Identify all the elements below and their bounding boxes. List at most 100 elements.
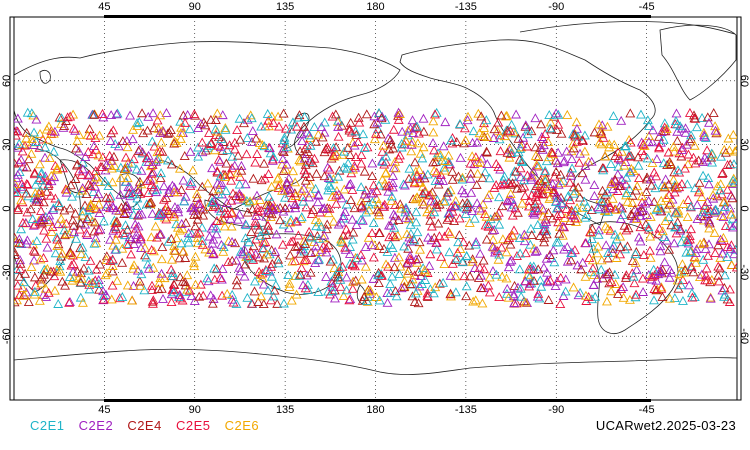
occultation-marker	[712, 191, 723, 201]
occultation-marker	[182, 109, 193, 119]
occultation-marker	[727, 213, 737, 223]
occultation-marker	[156, 209, 167, 219]
occultation-marker	[530, 198, 540, 208]
occultation-marker	[389, 262, 400, 272]
lon-tick-label: 135	[276, 404, 294, 416]
occultation-marker	[665, 158, 676, 168]
occultation-marker	[511, 166, 522, 176]
occultation-marker	[117, 136, 128, 146]
occultation-marker	[579, 130, 590, 140]
occultation-marker	[14, 204, 23, 214]
occultation-marker	[562, 256, 573, 266]
occultation-marker	[513, 282, 523, 292]
occultation-marker	[128, 280, 139, 290]
occultation-marker	[422, 268, 433, 277]
occultation-marker	[367, 197, 378, 207]
lon-tick-label: -135	[455, 1, 477, 13]
occultation-marker	[36, 278, 47, 288]
occultation-marker	[101, 201, 112, 211]
occultation-marker	[535, 230, 545, 240]
occultation-marker	[59, 120, 70, 130]
occultation-marker	[15, 264, 26, 274]
occultation-marker	[698, 238, 709, 248]
occultation-marker	[84, 284, 95, 294]
occultation-marker	[585, 227, 596, 237]
occultation-marker	[266, 181, 277, 191]
occultation-marker	[520, 276, 531, 286]
occultation-marker	[232, 280, 242, 290]
occultation-marker	[42, 242, 53, 252]
occultation-marker	[367, 158, 378, 168]
occultation-marker	[339, 184, 350, 194]
occultation-marker	[470, 152, 481, 162]
occultation-marker	[517, 198, 528, 208]
occultation-marker	[638, 150, 649, 160]
occultation-marker	[161, 201, 172, 211]
occultation-marker	[437, 155, 448, 165]
occultation-marker	[706, 274, 717, 284]
occultation-marker	[186, 291, 197, 301]
occultation-marker	[108, 240, 119, 250]
occultation-marker	[106, 163, 117, 173]
occultation-marker	[148, 295, 159, 305]
occultation-marker	[85, 181, 96, 191]
occultation-marker	[122, 280, 133, 290]
occultation-marker	[488, 133, 499, 142]
occultation-marker	[305, 140, 316, 150]
occultation-marker	[356, 196, 367, 206]
occultation-marker	[176, 127, 186, 137]
occultation-marker	[342, 142, 353, 152]
occultation-marker	[252, 149, 263, 158]
occultation-marker	[659, 118, 670, 128]
occultation-marker	[154, 277, 165, 287]
occultation-marker	[43, 121, 54, 131]
occultation-marker	[248, 254, 259, 264]
occultation-marker	[683, 195, 694, 204]
occultation-marker	[327, 254, 338, 264]
occultation-marker	[151, 187, 162, 197]
occultation-marker	[354, 117, 365, 127]
occultation-marker	[340, 242, 351, 252]
lon-tick-label: 45	[98, 1, 110, 13]
occultation-marker	[537, 211, 548, 221]
occultation-marker	[220, 124, 231, 134]
occultation-marker	[111, 205, 122, 215]
occultation-marker	[686, 288, 697, 298]
occultation-marker	[18, 289, 29, 299]
occultation-marker	[300, 159, 311, 169]
occultation-marker	[186, 203, 197, 213]
occultation-marker	[192, 238, 203, 248]
occultation-marker	[702, 208, 713, 218]
occultation-marker	[494, 134, 505, 144]
occultation-marker	[611, 204, 621, 214]
occultation-marker	[287, 256, 298, 266]
occultation-marker	[405, 123, 416, 133]
occultation-marker	[533, 264, 544, 274]
occultation-marker	[309, 122, 320, 132]
occultation-marker	[459, 271, 470, 281]
occultation-marker	[104, 150, 115, 160]
occultation-marker	[281, 159, 292, 169]
occultation-marker	[639, 140, 650, 150]
occultation-marker	[76, 249, 87, 259]
occultation-marker	[512, 207, 523, 217]
occultation-marker	[435, 150, 446, 160]
occultation-marker	[703, 179, 714, 189]
occultation-marker	[70, 208, 81, 218]
occultation-marker	[726, 240, 737, 250]
occultation-marker	[133, 145, 144, 155]
occultation-marker	[386, 139, 397, 149]
occultation-marker	[319, 203, 330, 213]
occultation-marker	[654, 141, 665, 151]
occultation-marker	[433, 148, 444, 158]
occultation-marker	[363, 199, 374, 209]
occultation-marker	[692, 199, 703, 209]
occultation-marker	[111, 216, 122, 226]
occultation-marker	[261, 249, 272, 259]
occultation-marker	[544, 110, 555, 119]
occultation-marker	[324, 164, 335, 174]
occultation-marker	[224, 140, 235, 150]
occultation-marker	[77, 242, 88, 252]
occultation-marker	[328, 216, 339, 226]
occultation-marker	[333, 189, 344, 199]
